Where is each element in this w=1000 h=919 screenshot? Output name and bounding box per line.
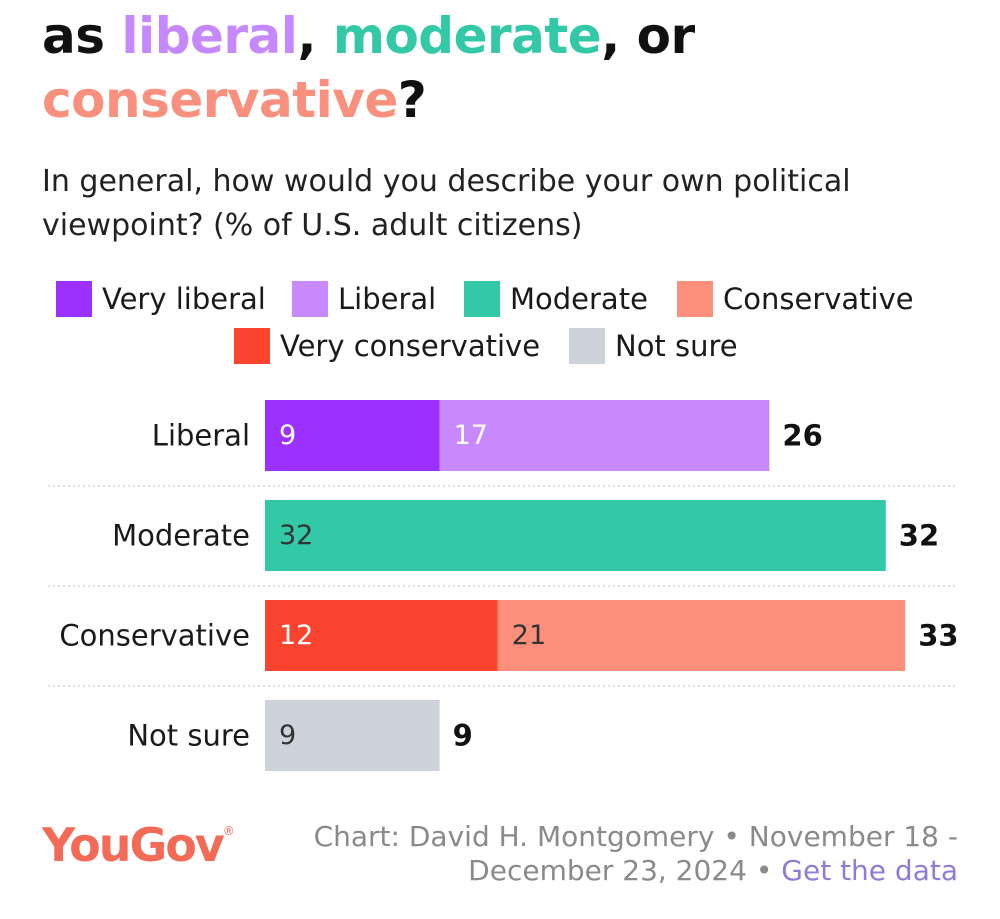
bar-value-label: 9 bbox=[279, 420, 296, 451]
bar-liberal-very-liberal bbox=[265, 400, 440, 471]
yougov-logo: YouGov® bbox=[42, 818, 235, 872]
bar-value-label: 17 bbox=[454, 420, 488, 451]
bar-value-label: 9 bbox=[279, 720, 296, 751]
legend-item-not-sure: Not sure bbox=[569, 326, 738, 366]
title-sep2: , or bbox=[601, 7, 695, 65]
legend-item-moderate: Moderate bbox=[464, 279, 648, 319]
legend-label: Moderate bbox=[510, 282, 648, 316]
bar-moderate-moderate bbox=[265, 500, 886, 571]
legend-swatch bbox=[56, 281, 92, 317]
category-label-moderate: Moderate bbox=[112, 519, 250, 553]
category-label-conservative: Conservative bbox=[59, 619, 250, 653]
legend-item-conservative: Conservative bbox=[677, 279, 914, 319]
chart-subtitle: In general, how would you describe your … bbox=[42, 164, 851, 243]
credit-line-2: December 23, 2024 • Get the data bbox=[314, 854, 958, 888]
title-word-liberal: liberal bbox=[121, 7, 298, 65]
category-label-liberal: Liberal bbox=[152, 419, 250, 453]
legend-label: Not sure bbox=[615, 329, 738, 363]
title-word-conservative: conservative bbox=[42, 71, 398, 129]
bar-conservative-conservative bbox=[497, 600, 906, 671]
credit-date: December 23, 2024 • bbox=[468, 854, 782, 887]
legend-swatch bbox=[234, 328, 270, 364]
legend-swatch bbox=[677, 281, 713, 317]
row-total-label: 26 bbox=[782, 419, 822, 453]
bar-value-label: 21 bbox=[512, 620, 546, 651]
row-total-label: 9 bbox=[453, 719, 473, 753]
category-label-not-sure: Not sure bbox=[127, 719, 250, 753]
chart-credits: Chart: David H. Montgomery • November 18… bbox=[314, 820, 958, 888]
legend-item-very-liberal: Very liberal bbox=[56, 279, 266, 319]
row-total-label: 33 bbox=[918, 619, 958, 653]
legend-item-liberal: Liberal bbox=[292, 279, 436, 319]
legend-item-very-conservative: Very conservative bbox=[234, 326, 540, 366]
legend-label: Very liberal bbox=[102, 282, 266, 316]
legend-swatch bbox=[464, 281, 500, 317]
legend-swatch bbox=[569, 328, 605, 364]
title-prefix: as bbox=[42, 7, 122, 65]
bar-not-sure-not-sure bbox=[265, 700, 440, 771]
get-the-data-link[interactable]: Get the data bbox=[781, 854, 958, 887]
title-suffix: ? bbox=[397, 71, 427, 129]
legend-label: Very conservative bbox=[280, 329, 541, 363]
logo-text: YouGov bbox=[42, 818, 225, 872]
bar-value-label: 32 bbox=[279, 520, 313, 551]
row-total-label: 32 bbox=[899, 519, 939, 553]
bar-liberal-liberal bbox=[439, 400, 770, 471]
bar-value-label: 12 bbox=[279, 620, 313, 651]
bar-chart: Liberal 9 17 26 Moderate 32 32 Conservative 12 21… bbox=[48, 400, 959, 771]
legend-swatch bbox=[292, 281, 328, 317]
legend-label: Conservative bbox=[723, 282, 914, 316]
title-sep1: , bbox=[297, 7, 333, 65]
credit-line-1: Chart: David H. Montgomery • November 18… bbox=[313, 820, 958, 853]
legend-label: Liberal bbox=[338, 282, 437, 316]
chart-title: as liberal, moderate, or conservative? bbox=[42, 4, 982, 132]
title-word-moderate: moderate bbox=[332, 7, 602, 65]
bar-conservative-very-conservative bbox=[265, 600, 498, 671]
logo-registered-mark: ® bbox=[222, 824, 235, 838]
